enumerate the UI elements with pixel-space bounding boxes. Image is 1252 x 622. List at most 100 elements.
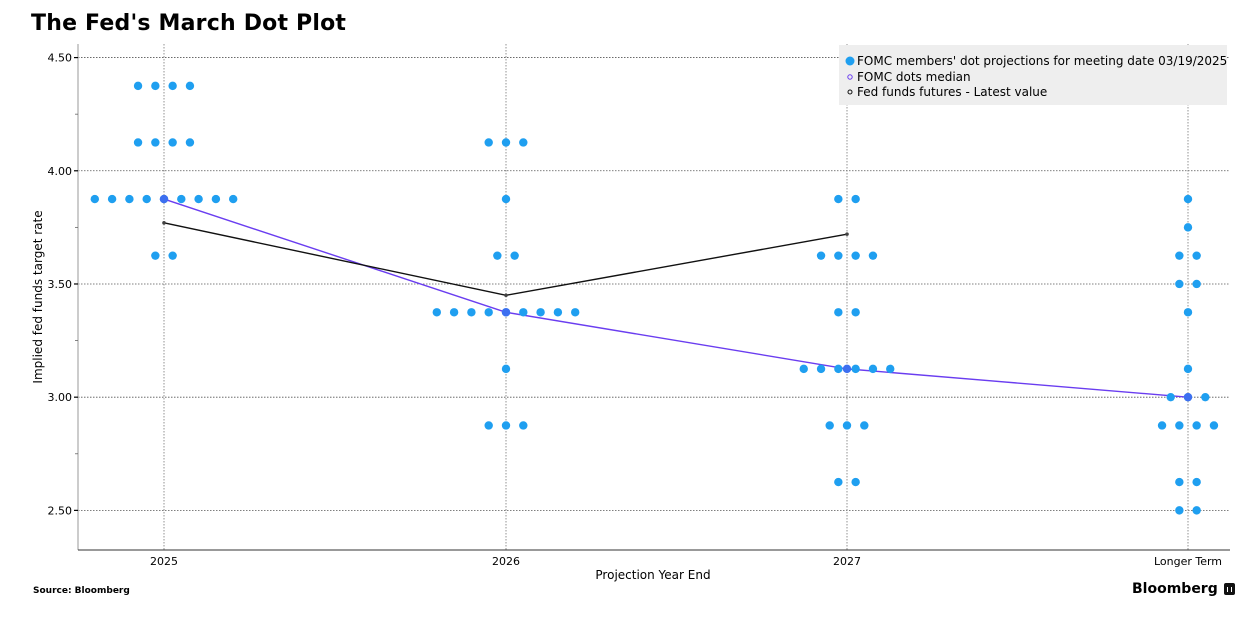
fomc-dot — [1175, 477, 1184, 487]
fomc-dot — [816, 251, 826, 260]
fomc-dot — [1183, 194, 1193, 204]
fomc-dot — [1175, 421, 1184, 430]
x-axis-ticks: 2025 2026 2027 Longer Term — [150, 555, 1222, 568]
fomc-dot — [860, 421, 869, 430]
median-marker — [501, 308, 511, 317]
y-tick-label: 2.50 — [48, 504, 73, 517]
fomc-dot — [851, 251, 860, 260]
fomc-dot — [816, 364, 826, 374]
fomc-dot — [519, 138, 528, 147]
fomc-dot — [501, 138, 511, 147]
fomc-dot — [168, 138, 177, 147]
y-tick-label: 4.00 — [48, 165, 73, 178]
fomc-dot — [1209, 421, 1219, 430]
fomc-dot — [799, 364, 808, 374]
y-axis-label: Implied fed funds target rate — [31, 210, 45, 383]
fomc-dot — [1166, 392, 1175, 402]
x-tick-label: Longer Term — [1154, 555, 1222, 568]
grid-lines — [78, 44, 1230, 550]
fomc-dot — [229, 194, 238, 204]
fomc-dot — [851, 364, 860, 374]
fomc-dot — [834, 308, 843, 317]
futures-marker — [504, 293, 508, 298]
fomc-dot — [185, 138, 195, 147]
fomc-dot — [501, 194, 511, 204]
fomc-dot — [185, 81, 195, 91]
source-note: Source: Bloomberg — [33, 586, 130, 596]
brand-logo: Bloomberg — [1132, 581, 1235, 597]
futures-marker — [845, 232, 849, 236]
fomc-dot — [868, 251, 878, 260]
fomc-dot — [484, 138, 493, 147]
fomc-dot — [886, 364, 895, 374]
fomc-dot — [851, 477, 860, 487]
fomc-dot — [133, 81, 143, 91]
fomc-dot — [125, 194, 134, 204]
fomc-dot — [571, 308, 580, 317]
fomc-dot — [168, 81, 177, 91]
legend-futures-marker — [847, 89, 853, 95]
fomc-dot — [519, 421, 528, 430]
y-tick-label: 3.00 — [48, 391, 73, 404]
legend: FOMC members' dot projections for meetin… — [839, 45, 1227, 105]
fomc-dot — [90, 194, 100, 204]
median-line — [163, 198, 1189, 398]
y-axis-ticks: 4.50 4.00 3.50 3.00 2.50 — [48, 52, 78, 517]
median-marker — [842, 364, 852, 374]
fomc-dot — [510, 251, 519, 260]
fomc-dot — [1157, 421, 1167, 430]
median-marker — [1183, 392, 1193, 402]
fomc-dot — [1175, 279, 1184, 289]
fomc-dot — [501, 421, 511, 430]
fomc-dot — [851, 194, 860, 204]
fomc-dot — [151, 138, 160, 147]
fomc-dot — [851, 308, 860, 317]
fomc-dot — [1192, 421, 1201, 430]
fomc-dot — [1183, 308, 1193, 317]
x-axis-label: Projection Year End — [595, 568, 710, 582]
fomc-dot — [133, 138, 143, 147]
fomc-dot — [834, 477, 843, 487]
fomc-dot — [1175, 251, 1184, 260]
legend-dots-label: FOMC members' dot projections for meetin… — [857, 54, 1227, 68]
fomc-dot — [501, 364, 511, 374]
fomc-dot — [432, 308, 441, 317]
fomc-dot — [194, 194, 203, 204]
fomc-dot — [825, 421, 834, 430]
fomc-dot — [834, 364, 843, 374]
fomc-dot — [151, 251, 160, 260]
fomc-dot — [449, 308, 459, 317]
fomc-dot — [107, 194, 117, 204]
fomc-dot — [484, 308, 493, 317]
fomc-dot — [1192, 506, 1201, 515]
fomc-dot — [168, 251, 177, 260]
line-markers — [159, 194, 1193, 402]
fomc-dot — [1192, 477, 1201, 487]
fomc-dot — [1201, 392, 1210, 402]
fomc-dot — [519, 308, 528, 317]
bloomberg-terminal-icon — [1223, 583, 1235, 595]
legend-futures-label: Fed funds futures - Latest value — [857, 85, 1047, 99]
series-lines — [163, 198, 1189, 398]
fomc-dot — [177, 194, 186, 204]
legend-median-label: FOMC dots median — [857, 70, 971, 84]
fomc-dot — [834, 251, 843, 260]
chart-title: The Fed's March Dot Plot — [31, 11, 347, 36]
futures-marker — [162, 221, 166, 225]
fomc-dot — [1175, 506, 1184, 515]
x-tick-label: 2026 — [492, 555, 520, 568]
brand-name: Bloomberg — [1132, 581, 1218, 597]
axes — [77, 44, 1230, 551]
x-tick-label: 2025 — [150, 555, 178, 568]
fomc-dot — [211, 194, 221, 204]
fomc-dot — [842, 421, 852, 430]
legend-box — [839, 45, 1227, 105]
median-marker — [159, 194, 169, 204]
fomc-dot — [151, 81, 160, 91]
fomc-dot — [553, 308, 563, 317]
y-tick-label: 4.50 — [48, 52, 73, 65]
fomc-dot — [1183, 223, 1193, 232]
fomc-dot — [484, 421, 493, 430]
legend-median-marker — [847, 74, 853, 80]
